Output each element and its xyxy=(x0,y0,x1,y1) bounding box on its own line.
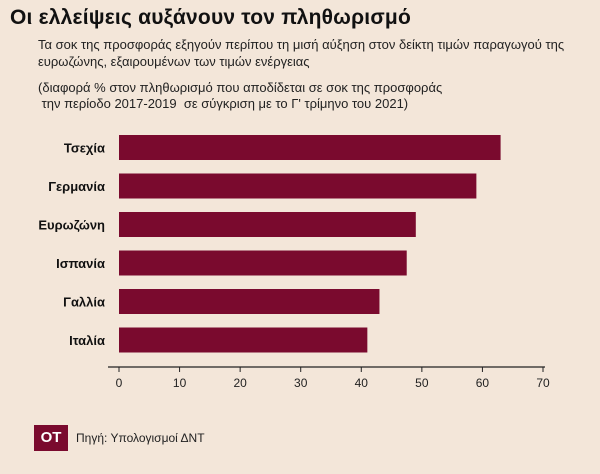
x-tick-label: 30 xyxy=(294,376,308,390)
x-tick-label: 70 xyxy=(536,376,550,390)
category-label: Ισπανία xyxy=(56,256,105,271)
chart-title: Οι ελλείψεις αυξάνουν τον πληθωρισμό xyxy=(10,6,411,29)
bar-5 xyxy=(119,289,380,314)
chart-note: (διαφορά % στον πληθωρισμό που αποδίδετα… xyxy=(38,80,443,111)
ot-logo: OT xyxy=(34,425,68,451)
chart-subtitle: Τα σοκ της προσφοράς εξηγούν περίπου τη … xyxy=(38,37,565,69)
bar-4 xyxy=(119,250,407,276)
x-tick-label: 60 xyxy=(476,376,490,390)
x-tick-label: 20 xyxy=(233,376,247,390)
x-tick-label: 0 xyxy=(116,376,123,390)
bar-6 xyxy=(119,327,368,353)
bar-2 xyxy=(119,173,477,199)
bar-1 xyxy=(119,135,501,160)
x-tick-label: 40 xyxy=(355,376,369,390)
category-label: Ευρωζώνη xyxy=(38,218,105,233)
category-label: Τσεχία xyxy=(64,141,105,156)
source-note: Πηγή: Υπολογισμοί ΔΝΤ xyxy=(76,431,205,445)
x-tick-label: 50 xyxy=(415,376,429,390)
category-label: Γερμανία xyxy=(48,179,105,194)
category-label: Γαλλία xyxy=(63,295,105,310)
category-label: Ιταλία xyxy=(69,333,105,348)
bar-3 xyxy=(119,212,416,237)
x-tick-label: 10 xyxy=(173,376,187,390)
